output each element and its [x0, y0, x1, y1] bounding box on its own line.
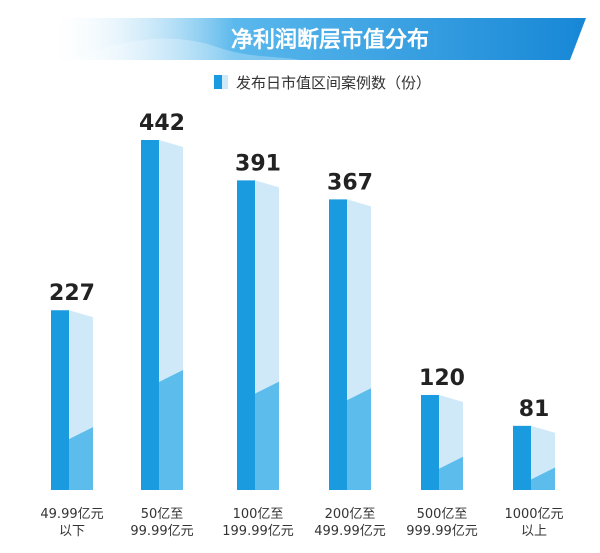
category-label: 以上	[521, 524, 547, 539]
bar-front	[513, 425, 531, 490]
category-label: 50亿至	[141, 507, 184, 522]
bar-side-shade	[159, 370, 183, 490]
bar-4: 367 200亿至 499.99亿元	[314, 170, 386, 539]
legend: 发布日市值区间案例数（份）	[214, 74, 431, 92]
bar-front	[141, 140, 159, 490]
bar-side-shade	[347, 388, 371, 490]
category-label: 999.99亿元	[406, 524, 478, 539]
chart-title: 净利润断层市值分布	[231, 27, 429, 53]
category-label: 199.99亿元	[222, 524, 294, 539]
category-label: 100亿至	[233, 507, 284, 522]
bar-side-shade	[255, 381, 279, 490]
bar-front	[51, 310, 69, 490]
bar-value-label: 120	[419, 366, 465, 391]
bar-front	[421, 394, 439, 490]
bar-value-label: 227	[49, 281, 95, 306]
bar-value-label: 81	[519, 397, 550, 422]
title-band-shape	[46, 18, 586, 60]
bar-value-label: 391	[235, 151, 281, 176]
bar-2: 442 50亿至 99.99亿元	[130, 111, 193, 539]
legend-label: 发布日市值区间案例数（份）	[236, 74, 431, 92]
bar-value-label: 367	[327, 170, 373, 195]
title-band: 净利润断层市值分布	[46, 18, 586, 60]
category-label: 99.99亿元	[130, 524, 193, 539]
bar-5: 120 500亿至 999.99亿元	[406, 366, 478, 539]
title-band-wave	[70, 38, 300, 60]
category-label: 以下	[59, 524, 85, 539]
bar-value-label: 442	[139, 111, 185, 136]
bar-front	[329, 199, 347, 490]
bar-3: 391 100亿至 199.99亿元	[222, 151, 294, 539]
bar-side-shade	[69, 427, 93, 490]
category-label: 200亿至	[325, 507, 376, 522]
legend-swatch-front	[214, 75, 222, 89]
category-label: 49.99亿元	[40, 507, 103, 522]
category-label: 1000亿元	[504, 507, 563, 522]
category-label: 500亿至	[417, 507, 468, 522]
bar-side-shade	[439, 456, 463, 490]
bar-side-shade	[531, 467, 555, 490]
bar-front	[237, 180, 255, 490]
category-label: 499.99亿元	[314, 524, 386, 539]
